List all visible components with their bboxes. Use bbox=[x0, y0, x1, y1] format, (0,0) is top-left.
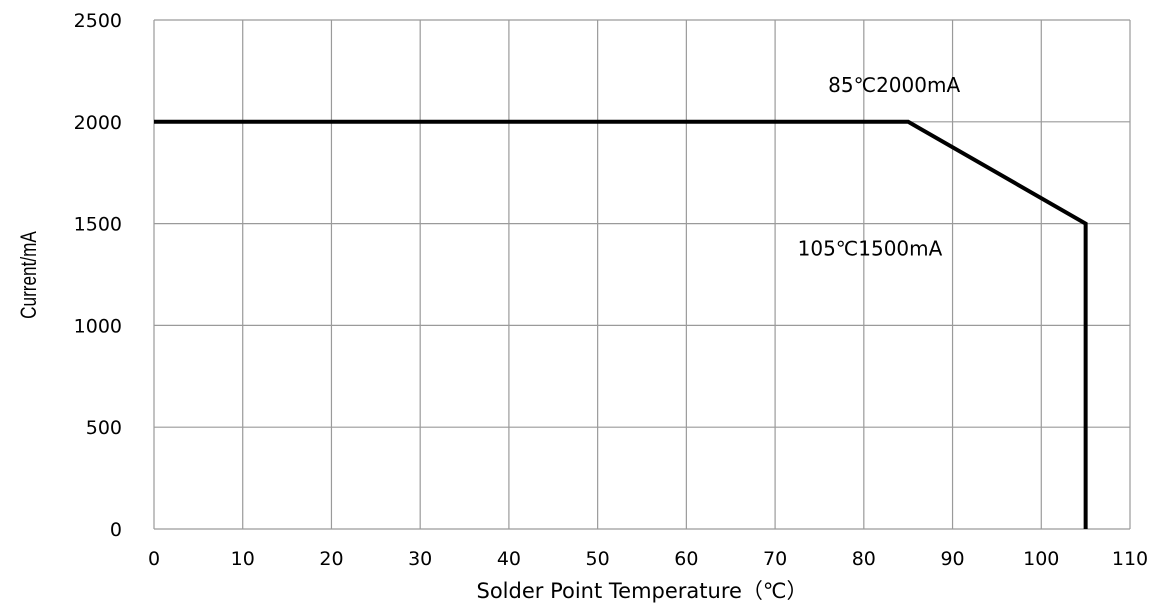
y-tick-label: 0 bbox=[110, 519, 122, 541]
x-tick-label: 100 bbox=[1023, 548, 1059, 570]
x-tick-label: 70 bbox=[763, 548, 787, 570]
x-tick-label: 0 bbox=[148, 548, 160, 570]
x-tick-label: 20 bbox=[319, 548, 343, 570]
x-tick-label: 80 bbox=[852, 548, 876, 570]
x-tick-label: 50 bbox=[586, 548, 610, 570]
y-axis-title: Current/mA bbox=[17, 230, 42, 318]
x-tick-label: 30 bbox=[408, 548, 432, 570]
x-tick-label: 60 bbox=[674, 548, 698, 570]
x-tick-label: 110 bbox=[1112, 548, 1148, 570]
tick-labels: 0 10 20 30 40 50 60 70 80 90 100 110 0 500 1000 1500 200… bbox=[74, 10, 1148, 570]
point-annotation: 105℃1500mA bbox=[798, 237, 943, 261]
y-tick-label: 500 bbox=[86, 417, 122, 439]
y-tick-label: 2000 bbox=[74, 112, 122, 134]
x-axis-title: Solder Point Temperature（℃） bbox=[477, 579, 808, 603]
x-tick-label: 10 bbox=[231, 548, 255, 570]
y-tick-label: 1000 bbox=[74, 315, 122, 337]
grid bbox=[153, 19, 1131, 530]
series-layer bbox=[154, 119, 1088, 529]
y-tick-label: 1500 bbox=[74, 214, 122, 236]
point-annotation: 85℃2000mA bbox=[828, 73, 960, 97]
x-tick-label: 90 bbox=[940, 548, 964, 570]
annotations: 85℃2000mA 105℃1500mA bbox=[798, 73, 961, 261]
x-tick-label: 40 bbox=[497, 548, 521, 570]
derating-curve bbox=[154, 119, 1088, 529]
y-tick-label: 2500 bbox=[74, 10, 122, 32]
